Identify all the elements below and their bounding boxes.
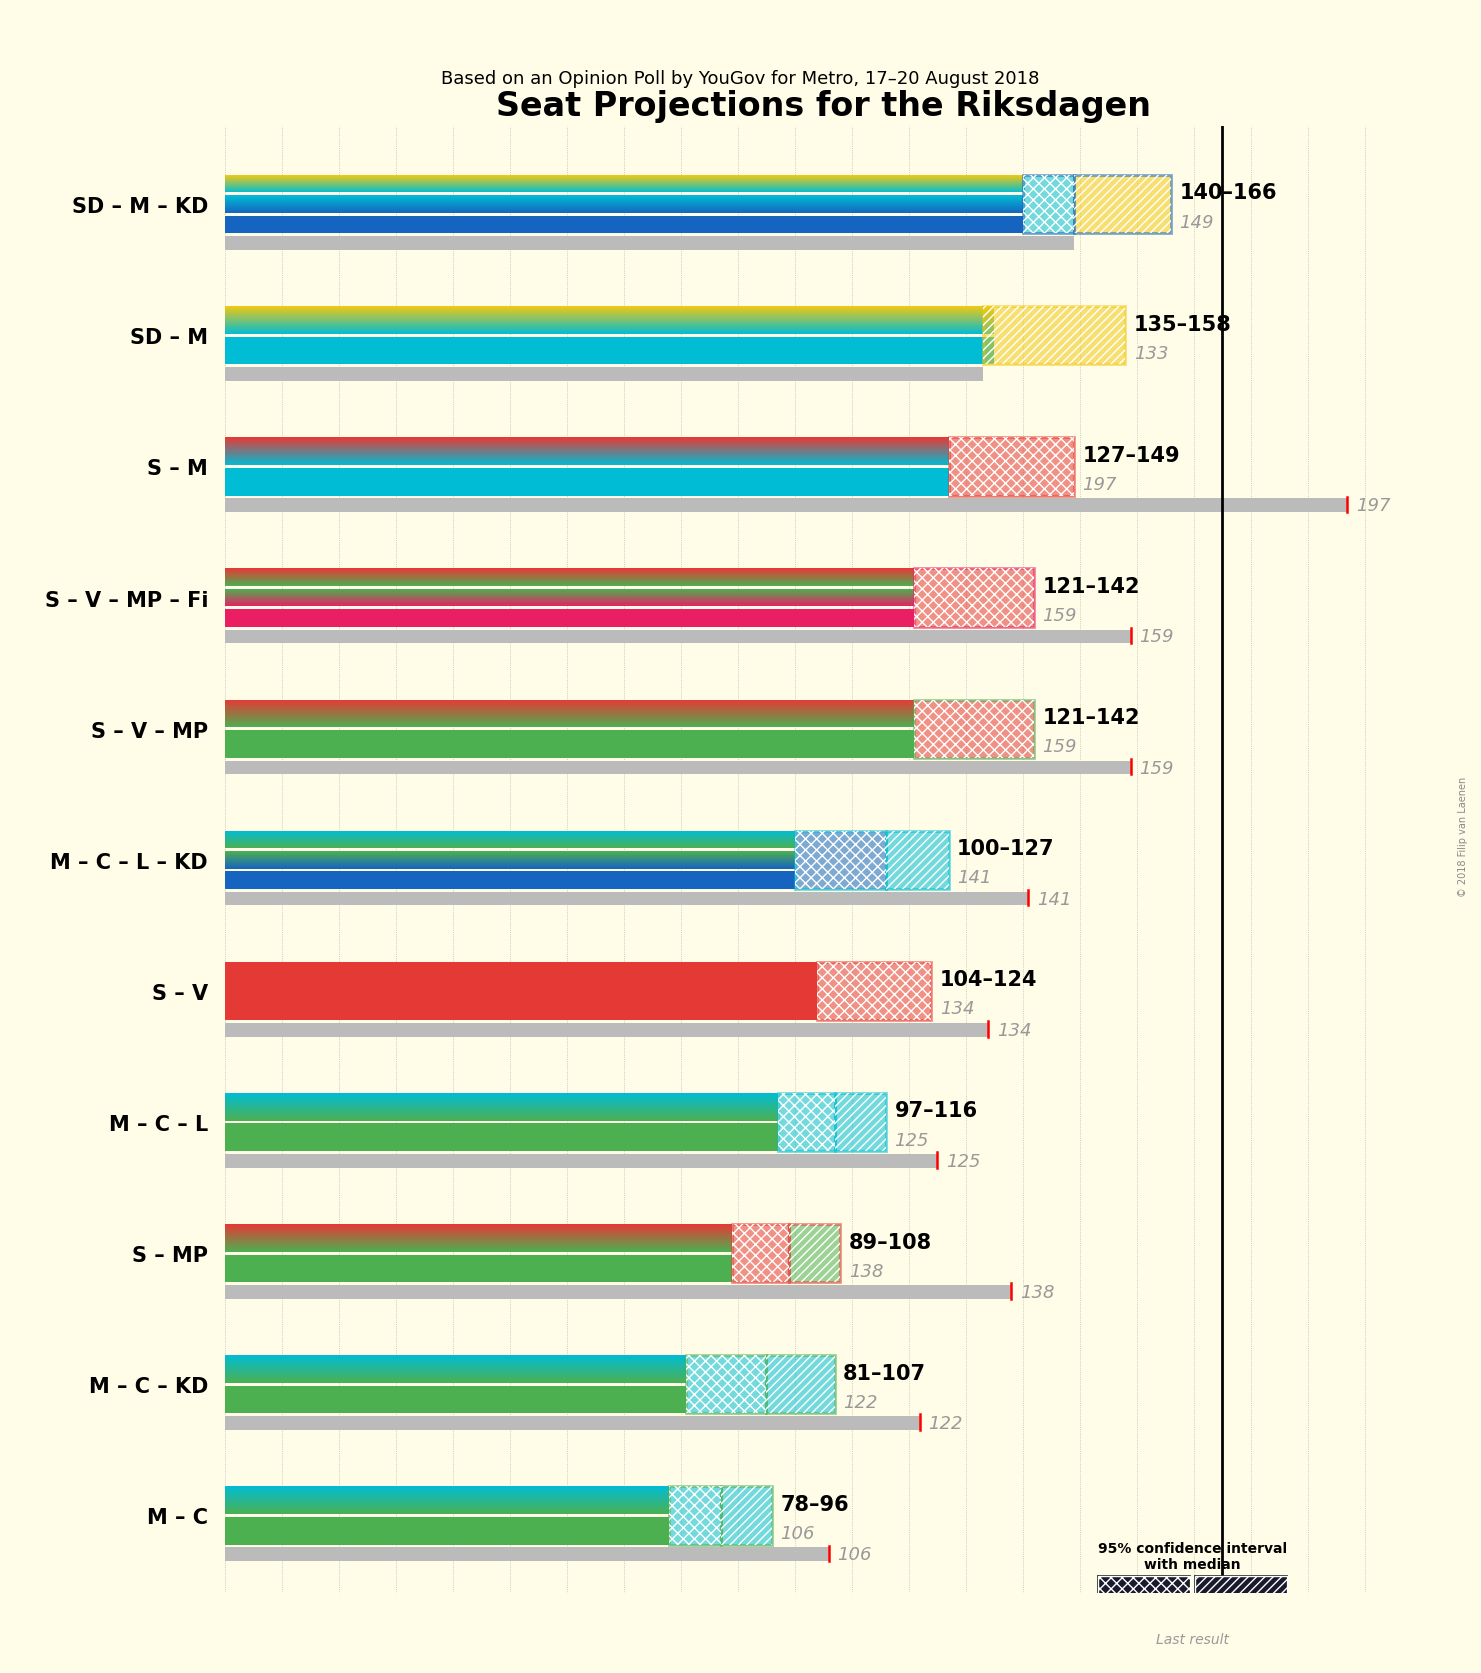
Bar xyxy=(789,1225,840,1283)
Bar xyxy=(225,1548,829,1561)
Text: 100–127: 100–127 xyxy=(957,838,1054,858)
Text: 134: 134 xyxy=(940,1000,974,1017)
Bar xyxy=(1074,176,1171,234)
Text: 125: 125 xyxy=(895,1131,929,1149)
Bar xyxy=(669,1486,721,1544)
Text: 125: 125 xyxy=(946,1153,980,1169)
Bar xyxy=(778,1092,835,1151)
Bar xyxy=(225,1417,920,1430)
Bar xyxy=(225,1285,1012,1298)
Bar xyxy=(795,831,886,890)
Text: 159: 159 xyxy=(1139,627,1174,646)
Text: 197: 197 xyxy=(1083,475,1117,494)
Bar xyxy=(669,1486,721,1544)
Text: 197: 197 xyxy=(1357,497,1391,515)
Text: 122: 122 xyxy=(843,1394,878,1410)
Text: 106: 106 xyxy=(837,1546,872,1563)
Bar xyxy=(835,1092,886,1151)
Text: 133: 133 xyxy=(1134,345,1169,363)
Bar xyxy=(983,306,1126,365)
Text: 141: 141 xyxy=(957,868,992,887)
Bar xyxy=(1023,176,1074,234)
Text: 97–116: 97–116 xyxy=(895,1101,977,1121)
Bar xyxy=(766,1355,835,1414)
Bar xyxy=(914,699,1034,758)
Bar xyxy=(835,1092,886,1151)
Text: 78–96: 78–96 xyxy=(780,1494,849,1514)
Bar xyxy=(766,1355,835,1414)
Bar xyxy=(686,1355,766,1414)
Bar xyxy=(1099,1576,1189,1603)
Bar xyxy=(778,1092,835,1151)
Text: 121–142: 121–142 xyxy=(1043,577,1140,597)
Bar xyxy=(1023,176,1074,234)
Bar xyxy=(225,238,1074,251)
Text: 140–166: 140–166 xyxy=(1179,184,1277,204)
Text: 135–158: 135–158 xyxy=(1134,315,1232,335)
Bar xyxy=(818,962,932,1021)
Text: Last result: Last result xyxy=(1157,1631,1229,1646)
Bar xyxy=(225,1154,937,1168)
Bar xyxy=(1195,1576,1287,1603)
Text: 138: 138 xyxy=(849,1261,883,1280)
Bar xyxy=(795,831,886,890)
Bar xyxy=(686,1355,766,1414)
Bar xyxy=(225,892,1028,905)
Text: © 2018 Filip van Laenen: © 2018 Filip van Laenen xyxy=(1459,776,1468,897)
Bar xyxy=(914,569,1034,627)
Bar xyxy=(983,306,1126,365)
Bar xyxy=(225,1024,988,1037)
Bar xyxy=(721,1486,772,1544)
Text: 159: 159 xyxy=(1139,760,1174,776)
Bar xyxy=(721,1486,772,1544)
Bar xyxy=(225,761,1131,775)
Bar xyxy=(948,438,1074,497)
Bar xyxy=(886,831,948,890)
Text: 149: 149 xyxy=(1179,214,1214,231)
Bar xyxy=(789,1225,840,1283)
Text: Based on an Opinion Poll by YouGov for Metro, 17–20 August 2018: Based on an Opinion Poll by YouGov for M… xyxy=(441,70,1040,89)
Bar xyxy=(1195,1576,1287,1603)
Bar xyxy=(732,1225,789,1283)
Bar xyxy=(948,438,1074,497)
Text: 138: 138 xyxy=(1020,1283,1054,1302)
Text: 106: 106 xyxy=(780,1524,815,1543)
Bar xyxy=(914,569,1034,627)
Bar xyxy=(886,831,948,890)
Bar xyxy=(1099,1576,1189,1603)
Text: 141: 141 xyxy=(1037,890,1071,908)
Text: 159: 159 xyxy=(1043,607,1077,624)
Bar xyxy=(225,631,1131,644)
Bar xyxy=(225,499,1348,512)
Bar xyxy=(914,699,1034,758)
Text: 95% confidence interval
with median: 95% confidence interval with median xyxy=(1097,1541,1287,1571)
Text: 127–149: 127–149 xyxy=(1083,445,1180,465)
Text: 81–107: 81–107 xyxy=(843,1363,926,1384)
Text: 134: 134 xyxy=(997,1021,1031,1039)
Bar xyxy=(1074,176,1171,234)
Text: 89–108: 89–108 xyxy=(849,1231,932,1251)
Bar xyxy=(1099,1613,1287,1628)
Text: 159: 159 xyxy=(1043,738,1077,756)
Text: 122: 122 xyxy=(929,1414,963,1432)
Bar xyxy=(732,1225,789,1283)
Text: 121–142: 121–142 xyxy=(1043,708,1140,728)
Text: 104–124: 104–124 xyxy=(940,970,1038,990)
Bar xyxy=(818,962,932,1021)
Title: Seat Projections for the Riksdagen: Seat Projections for the Riksdagen xyxy=(496,90,1151,124)
Bar xyxy=(225,368,983,381)
